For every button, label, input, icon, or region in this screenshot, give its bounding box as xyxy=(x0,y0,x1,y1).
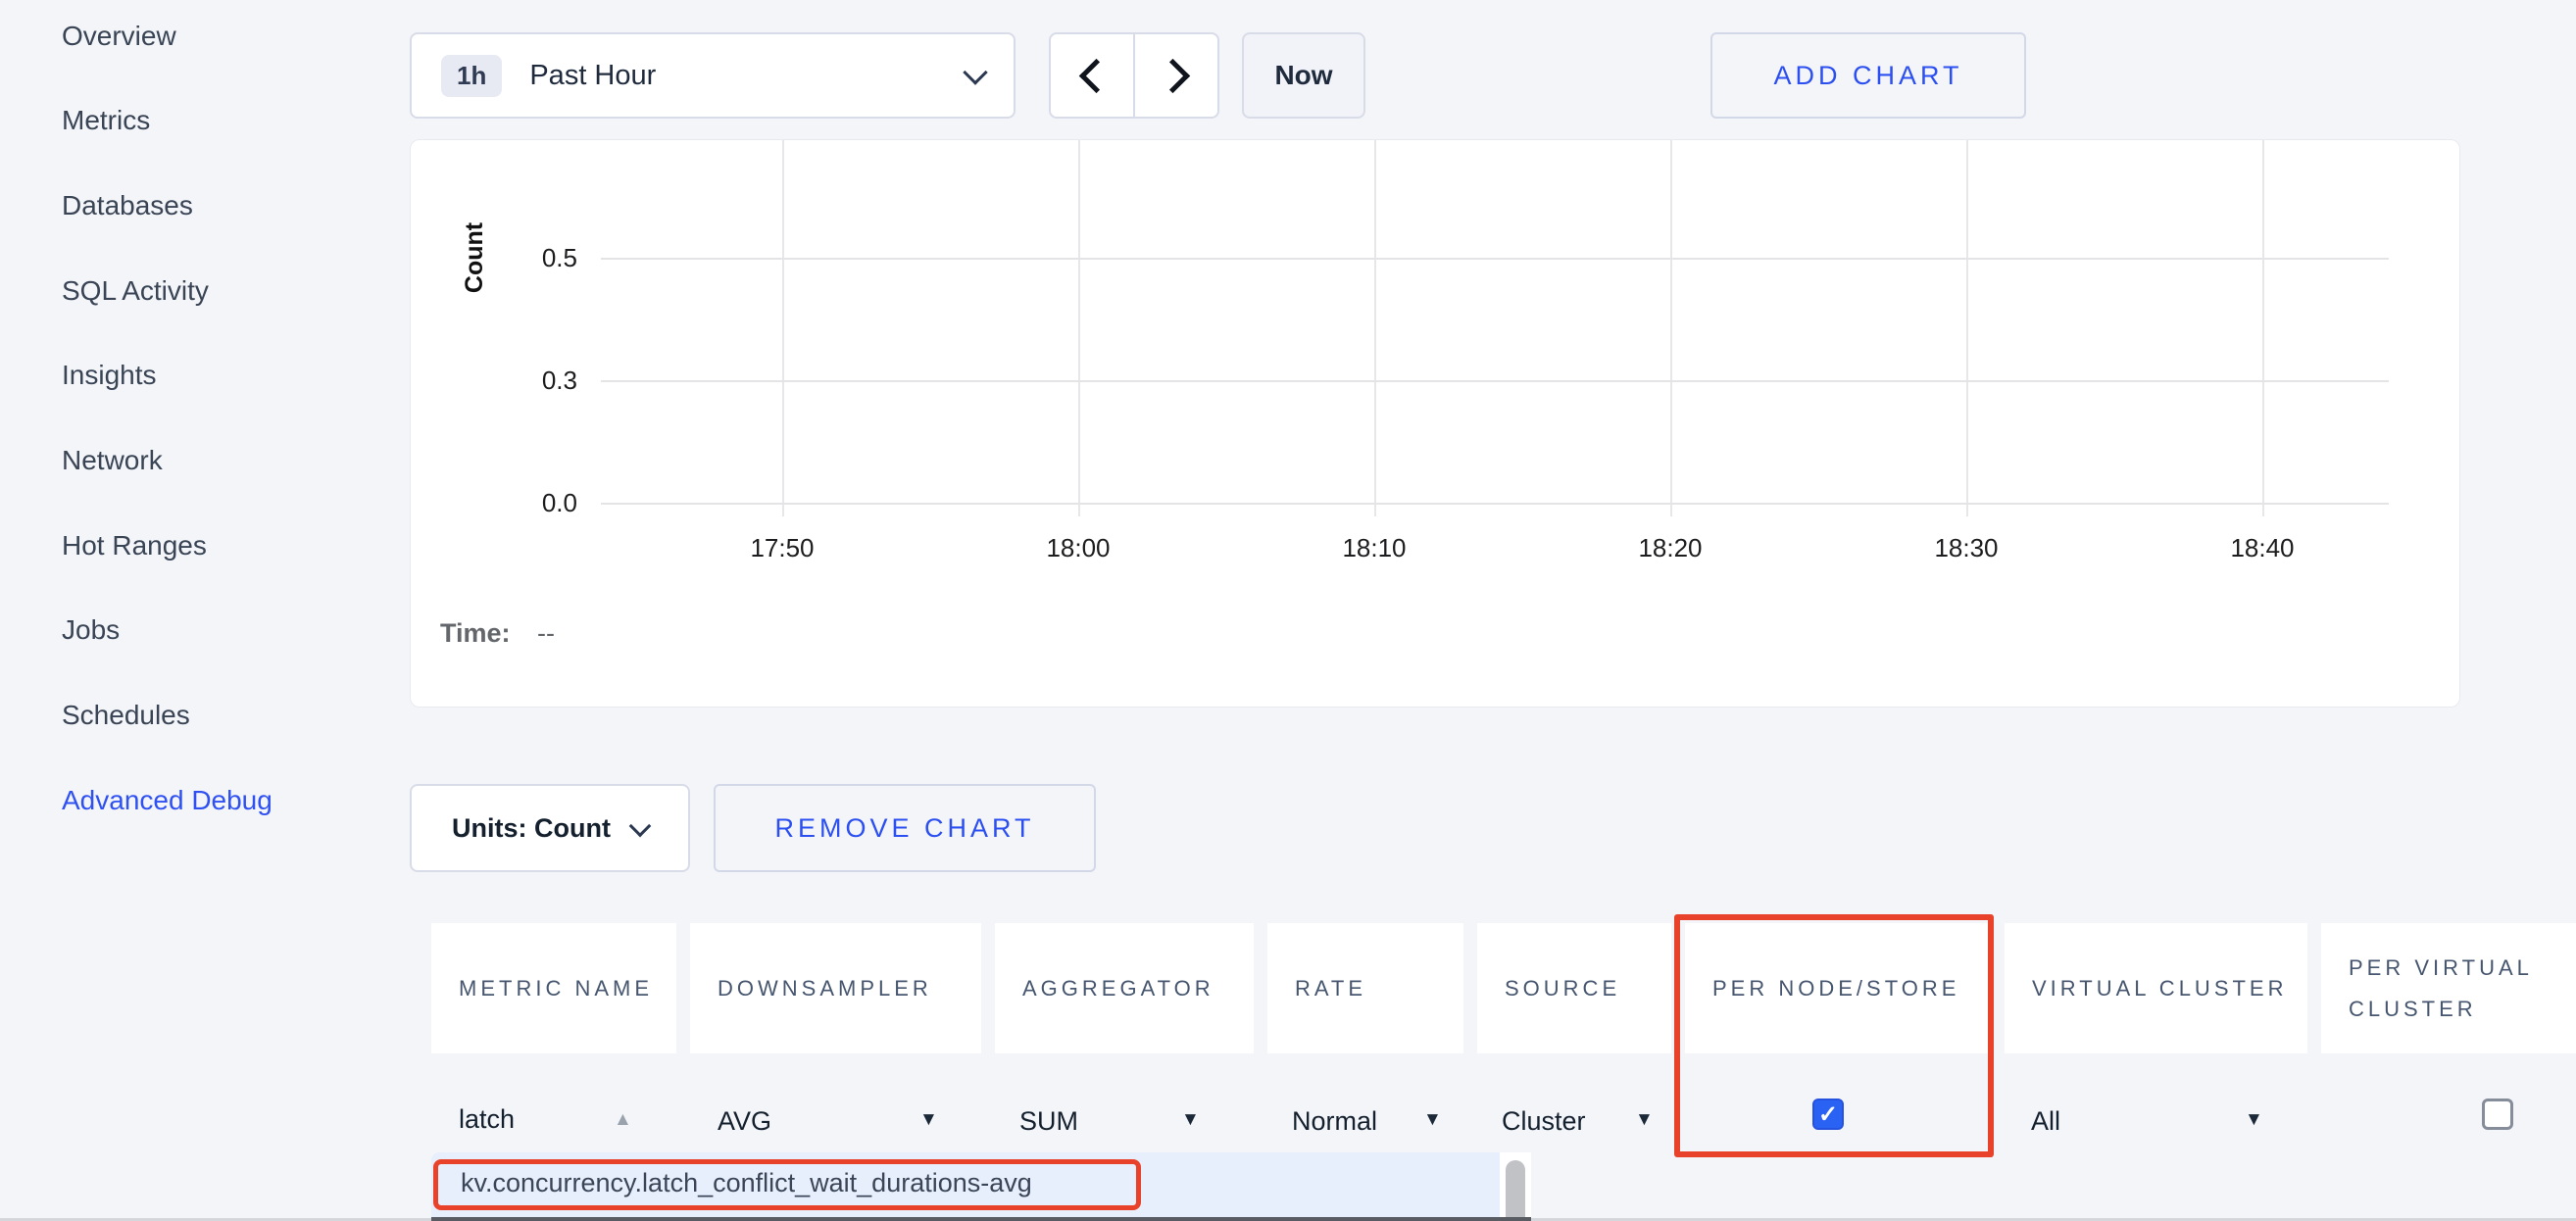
sidebar-item-network[interactable]: Network xyxy=(62,445,163,475)
per-virtual-cluster-checkbox[interactable] xyxy=(2482,1099,2513,1130)
x-axis-tick: 18:10 xyxy=(1342,533,1407,562)
downsampler-select-value[interactable]: AVG xyxy=(718,1106,772,1136)
column-header-per-node-store: PER NODE/STORE xyxy=(1685,923,1991,1053)
x-axis-tick: 18:00 xyxy=(1046,533,1111,562)
sidebar-item-overview[interactable]: Overview xyxy=(62,21,176,51)
gridline xyxy=(782,140,784,516)
chevron-down-icon xyxy=(963,60,988,85)
add-chart-button[interactable]: ADD CHART xyxy=(1710,32,2026,119)
y-axis-tick: 0.5 xyxy=(541,243,577,272)
sidebar-item-hot-ranges[interactable]: Hot Ranges xyxy=(62,530,207,561)
column-header-source: SOURCE xyxy=(1477,923,1671,1053)
caret-down-icon[interactable]: ▼ xyxy=(1423,1109,1442,1130)
caret-down-icon[interactable]: ▼ xyxy=(1635,1109,1654,1130)
gridline xyxy=(601,380,2389,382)
checkmark-icon: ✓ xyxy=(1817,1100,1839,1128)
time-range-selector[interactable]: 1h Past Hour xyxy=(410,32,1016,119)
gridline xyxy=(1670,140,1672,516)
column-header-downsampler: DOWNSAMPLER xyxy=(690,923,981,1053)
metric-name-input[interactable] xyxy=(453,1096,606,1143)
now-button[interactable]: Now xyxy=(1242,32,1365,119)
gridline xyxy=(2262,140,2264,516)
next-time-window-button[interactable] xyxy=(1135,34,1217,117)
metric-suggestion-item[interactable]: kv.concurrency.latch_conflict_wait_durat… xyxy=(461,1168,1032,1197)
x-axis-tick: 18:20 xyxy=(1638,533,1703,562)
sidebar-item-sql-activity[interactable]: SQL Activity xyxy=(62,275,209,306)
chevron-down-icon xyxy=(628,814,652,838)
dropdown-bottom-edge xyxy=(431,1217,1531,1221)
y-axis-title: Count xyxy=(461,221,488,294)
remove-chart-button[interactable]: REMOVE CHART xyxy=(714,784,1096,872)
column-header-per-virtual-cluster: PER VIRTUAL CLUSTER xyxy=(2321,923,2576,1053)
caret-up-icon[interactable]: ▲ xyxy=(614,1109,632,1130)
time-window-arrows xyxy=(1049,32,1219,119)
sidebar-item-jobs[interactable]: Jobs xyxy=(62,614,121,645)
caret-down-icon[interactable]: ▼ xyxy=(2245,1109,2263,1130)
sidebar-item-advanced-debug[interactable]: Advanced Debug xyxy=(62,785,272,815)
caret-down-icon[interactable]: ▼ xyxy=(1181,1109,1200,1130)
y-axis-tick: 0.3 xyxy=(541,366,577,395)
chevron-left-icon xyxy=(1078,58,1114,93)
time-range-badge: 1h xyxy=(441,54,503,97)
virtual-cluster-select-value[interactable]: All xyxy=(2031,1106,2061,1136)
sidebar-item-insights[interactable]: Insights xyxy=(62,360,157,390)
chevron-right-icon xyxy=(1155,58,1190,93)
time-readout-label: Time: xyxy=(440,618,511,648)
rate-select-value[interactable]: Normal xyxy=(1292,1106,1378,1136)
custom-chart-panel: Count 0.5 0.3 0.0 17:50 18:00 18:10 18:2… xyxy=(410,139,2460,708)
dropdown-scrollbar-thumb[interactable] xyxy=(1506,1160,1525,1221)
gridline xyxy=(601,258,2389,260)
sidebar-item-databases[interactable]: Databases xyxy=(62,190,193,220)
gridline xyxy=(1966,140,1968,516)
column-header-virtual-cluster: VIRTUAL CLUSTER xyxy=(2005,923,2307,1053)
column-header-aggregator: AGGREGATOR xyxy=(995,923,1254,1053)
source-select-value[interactable]: Cluster xyxy=(1502,1106,1586,1136)
time-readout-value: -- xyxy=(537,618,556,648)
units-dropdown[interactable]: Units: Count xyxy=(410,784,690,872)
gridline xyxy=(1078,140,1080,516)
time-range-label: Past Hour xyxy=(529,59,657,91)
column-header-metric-name: METRIC NAME xyxy=(431,923,676,1053)
sidebar-item-metrics[interactable]: Metrics xyxy=(62,105,151,135)
gridline xyxy=(1374,140,1376,516)
sidebar-item-schedules[interactable]: Schedules xyxy=(62,700,190,730)
x-axis-tick: 18:40 xyxy=(2230,533,2295,562)
previous-time-window-button[interactable] xyxy=(1051,34,1135,117)
gridline xyxy=(601,503,2389,505)
per-node-store-checkbox[interactable]: ✓ xyxy=(1812,1099,1844,1130)
units-dropdown-label: Units: Count xyxy=(452,812,611,843)
y-axis-tick: 0.0 xyxy=(541,488,577,517)
x-axis-tick: 17:50 xyxy=(750,533,815,562)
column-header-rate: RATE xyxy=(1267,923,1463,1053)
x-axis-tick: 18:30 xyxy=(1934,533,1999,562)
hover-time-readout: Time: -- xyxy=(440,618,555,649)
aggregator-select-value[interactable]: SUM xyxy=(1019,1106,1078,1136)
caret-down-icon[interactable]: ▼ xyxy=(919,1109,938,1130)
